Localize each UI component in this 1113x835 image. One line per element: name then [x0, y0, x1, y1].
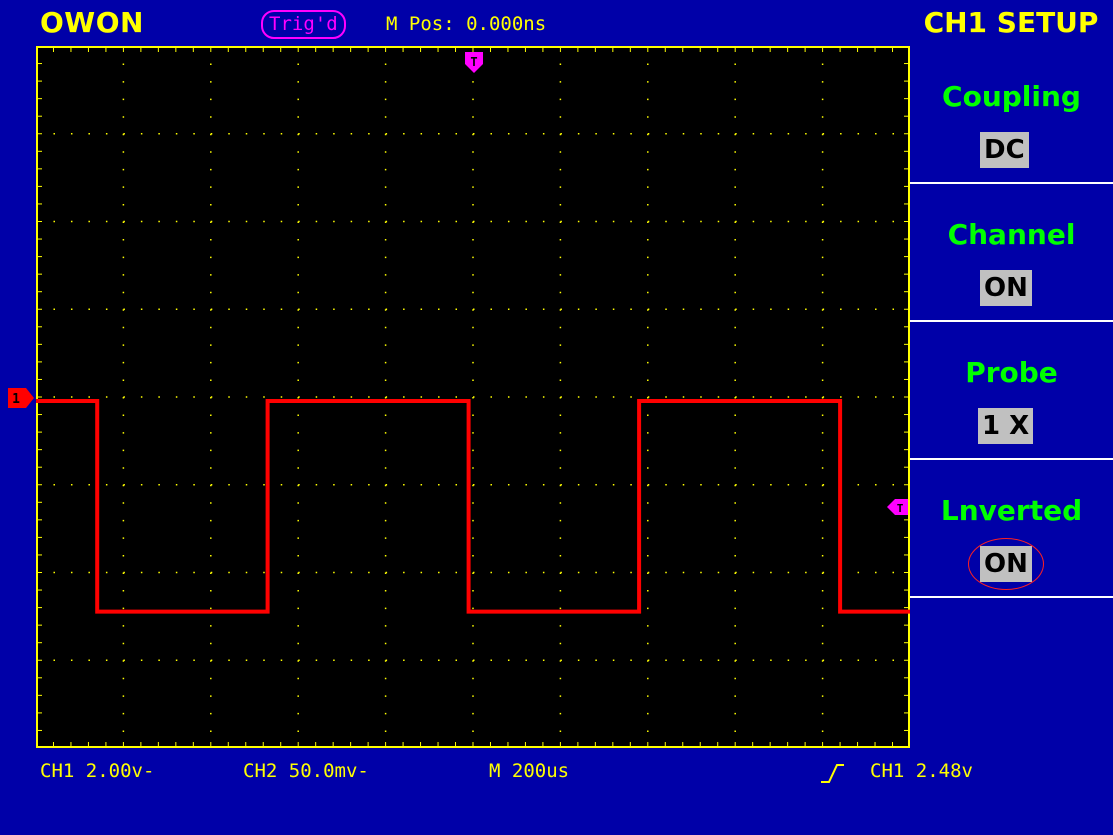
rising-edge-icon: [821, 764, 844, 783]
menu-label-channel: Channel: [947, 218, 1076, 251]
top-bar: OWON Trig'd M Pos: 0.000ns CH1 SETUP: [0, 0, 1113, 46]
status-ch2-scale: CH2 50.0mv-: [243, 760, 369, 782]
menu-label-inverted: Lnverted: [940, 494, 1083, 527]
waveform-display: [36, 46, 910, 748]
status-ch1-scale: CH1 2.00v-: [40, 760, 155, 782]
menu-title: CH1 SETUP: [923, 6, 1099, 39]
menu-label-coupling: Coupling: [942, 80, 1081, 113]
main-position-readout: M Pos: 0.000ns: [386, 13, 547, 35]
status-trigger-level: CH1 2.48v: [870, 760, 973, 782]
trigger-status-badge: Trig'd: [261, 10, 346, 39]
menu-label-probe: Probe: [965, 356, 1058, 389]
ch1-square-wave: [36, 399, 910, 614]
menu-item-channel[interactable]: Channel ON: [910, 184, 1113, 322]
menu-item-inverted[interactable]: Lnverted ON: [910, 460, 1113, 598]
ch1-trace: [36, 399, 910, 614]
selection-ring: [968, 538, 1044, 590]
status-timebase: M 200us: [489, 760, 570, 782]
menu-value-channel: ON: [980, 270, 1032, 306]
waveform-plot: [36, 46, 910, 748]
menu-value-probe: 1 X: [978, 408, 1034, 444]
menu-item-coupling[interactable]: Coupling DC: [910, 46, 1113, 184]
graticule: [36, 46, 910, 748]
brand-logo: OWON: [40, 6, 144, 39]
ch1-ground-marker-label: 1: [12, 392, 20, 407]
ch1-setup-menu: Coupling DC Channel ON Probe 1 X Lnverte…: [910, 46, 1113, 748]
menu-item-probe[interactable]: Probe 1 X: [910, 322, 1113, 460]
ch1-ground-marker: 1: [8, 388, 34, 408]
menu-value-coupling: DC: [980, 132, 1029, 168]
